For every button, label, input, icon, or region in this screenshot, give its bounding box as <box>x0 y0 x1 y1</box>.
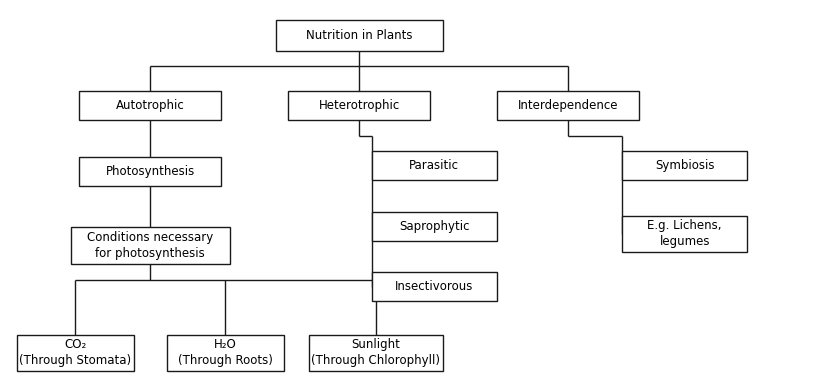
Text: Parasitic: Parasitic <box>409 159 459 172</box>
FancyBboxPatch shape <box>167 335 284 370</box>
Text: E.g. Lichens,
legumes: E.g. Lichens, legumes <box>647 220 722 248</box>
Text: CO₂
(Through Stomata): CO₂ (Through Stomata) <box>19 339 131 367</box>
FancyBboxPatch shape <box>79 91 221 120</box>
Text: H₂O
(Through Roots): H₂O (Through Roots) <box>178 339 273 367</box>
Text: Photosynthesis: Photosynthesis <box>106 165 195 178</box>
Text: Conditions necessary
for photosynthesis: Conditions necessary for photosynthesis <box>87 231 214 260</box>
FancyBboxPatch shape <box>276 20 443 51</box>
FancyBboxPatch shape <box>497 91 639 120</box>
FancyBboxPatch shape <box>71 227 230 264</box>
Text: Saprophytic: Saprophytic <box>399 220 469 233</box>
Text: Insectivorous: Insectivorous <box>395 280 473 293</box>
FancyBboxPatch shape <box>372 211 497 241</box>
FancyBboxPatch shape <box>79 157 221 186</box>
FancyBboxPatch shape <box>622 151 747 180</box>
Text: Interdependence: Interdependence <box>518 99 618 112</box>
Text: Symbiosis: Symbiosis <box>655 159 715 172</box>
Text: Heterotrophic: Heterotrophic <box>318 99 400 112</box>
FancyBboxPatch shape <box>372 151 497 180</box>
Text: Nutrition in Plants: Nutrition in Plants <box>306 28 412 42</box>
FancyBboxPatch shape <box>17 335 134 370</box>
Text: Autotrophic: Autotrophic <box>116 99 185 112</box>
FancyBboxPatch shape <box>372 272 497 301</box>
FancyBboxPatch shape <box>288 91 430 120</box>
FancyBboxPatch shape <box>622 216 747 252</box>
FancyBboxPatch shape <box>309 335 443 370</box>
Text: Sunlight
(Through Chlorophyll): Sunlight (Through Chlorophyll) <box>311 339 440 367</box>
